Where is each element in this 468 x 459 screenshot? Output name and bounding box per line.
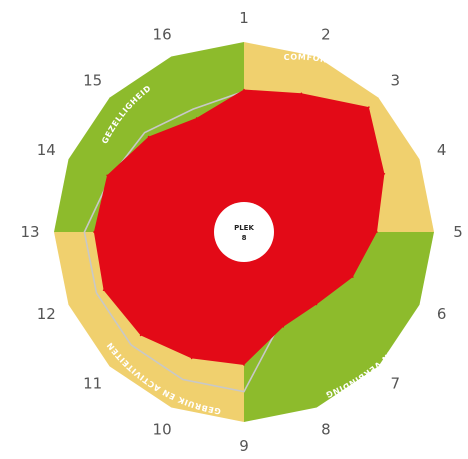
axis-label-9: 9 <box>239 437 249 455</box>
data-point-13 <box>93 231 95 233</box>
axis-label-3: 3 <box>391 72 401 90</box>
data-point-9 <box>243 364 245 366</box>
center-label-number: 8 <box>242 234 247 242</box>
center-badge <box>214 202 274 262</box>
axis-label-11: 11 <box>83 374 102 392</box>
axis-label-14: 14 <box>37 141 56 159</box>
data-point-7 <box>315 303 318 306</box>
axis-label-4: 4 <box>437 141 447 159</box>
data-point-15 <box>147 135 150 138</box>
axis-label-7: 7 <box>391 374 401 392</box>
data-point-2 <box>300 92 303 95</box>
data-point-5 <box>376 231 378 233</box>
axis-label-2: 2 <box>321 25 331 43</box>
data-point-8 <box>282 326 285 328</box>
data-point-4 <box>383 173 386 175</box>
axis-label-6: 6 <box>437 305 447 323</box>
axis-label-12: 12 <box>37 305 56 323</box>
data-point-10 <box>190 357 193 360</box>
axis-label-15: 15 <box>83 72 102 90</box>
center-label-title: PLEK <box>234 224 254 232</box>
axis-label-5: 5 <box>453 223 463 241</box>
axis-label-8: 8 <box>321 421 331 439</box>
data-point-16 <box>195 117 198 119</box>
axis-label-13: 13 <box>20 223 39 241</box>
data-point-12 <box>102 289 105 292</box>
data-point-11 <box>139 334 142 337</box>
axis-label-1: 1 <box>239 9 249 27</box>
data-point-6 <box>352 276 354 278</box>
data-point-1 <box>243 88 245 91</box>
data-point-14 <box>106 174 108 177</box>
data-point-3 <box>368 106 370 108</box>
axis-label-10: 10 <box>153 421 172 439</box>
axis-label-16: 16 <box>153 25 172 43</box>
